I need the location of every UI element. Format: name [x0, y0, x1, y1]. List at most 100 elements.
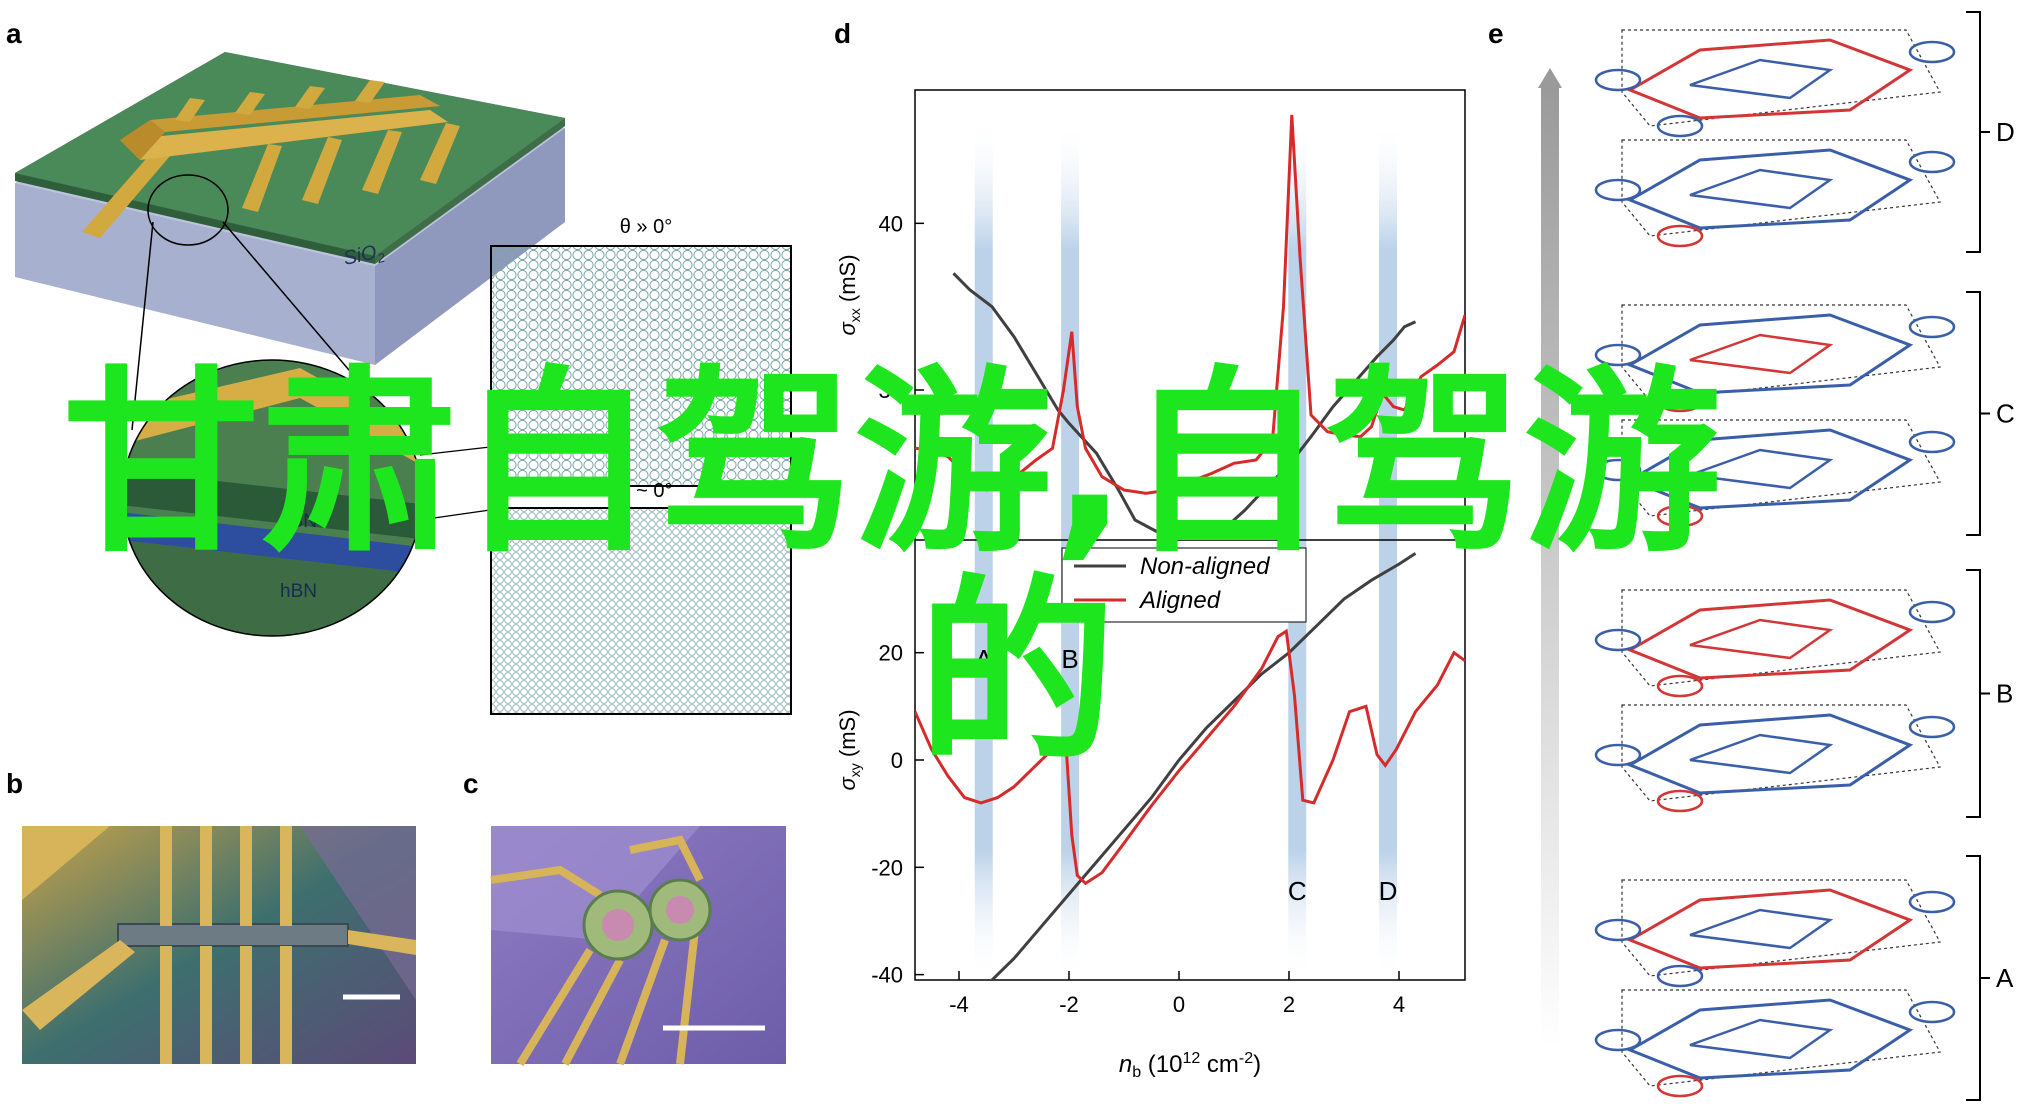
bracket-c [1966, 291, 1990, 536]
contour-inner [1689, 1018, 1834, 1060]
sheet-outline [1621, 589, 1941, 687]
band-label-d: D [1379, 876, 1398, 906]
contour-main [1626, 713, 1914, 795]
band-label-a: A [975, 644, 993, 674]
contour-pocket [1594, 1028, 1642, 1052]
y-tick-label-top: 30 [879, 378, 903, 403]
contour-inner [1689, 448, 1834, 490]
contour-inner [1689, 58, 1834, 100]
series-bottom-aligned [915, 628, 1465, 886]
y-tick-label-bottom: 20 [879, 641, 903, 666]
layer-label-bottom: hBN [280, 581, 317, 602]
contour-pocket [1908, 600, 1956, 624]
contour-main [1626, 998, 1914, 1080]
contour-pocket [1594, 68, 1642, 92]
contour-inner [1689, 333, 1834, 375]
contour-sheet [1594, 589, 1956, 698]
legend-label-non-aligned: Non-aligned [1140, 553, 1270, 580]
contour-pocket [1656, 1074, 1704, 1098]
x-tick-label: 0 [1173, 992, 1185, 1017]
plot-frame [914, 89, 1466, 981]
panel-b: b [6, 768, 416, 1064]
contour-pocket [1656, 504, 1704, 528]
contour-pocket [1594, 178, 1642, 202]
chart-legend: Non-aligned Aligned [1061, 547, 1307, 623]
contour-sheet [1594, 879, 1956, 988]
contour-sheet [1594, 704, 1956, 813]
y-tick-label-top: 40 [879, 211, 903, 236]
series-top-non-aligned [952, 272, 1417, 540]
contour-pocket [1908, 150, 1956, 174]
bracket-label-c: C [1996, 399, 2015, 429]
panel-label-c: c [463, 768, 479, 799]
contour-sheet [1594, 139, 1956, 248]
panel-label-b: b [6, 768, 23, 799]
legend-box [1061, 547, 1307, 623]
device-schematic: SiO2 [15, 52, 565, 365]
contour-pocket [1656, 674, 1704, 698]
sheet-outline [1621, 704, 1941, 802]
contour-pocket [1656, 224, 1704, 248]
inset-connector-top [419, 446, 491, 456]
zoom-circle [147, 174, 229, 246]
contour-pocket [1908, 430, 1956, 454]
bracket-label-b: B [1996, 679, 2013, 709]
zoom-inset: hBN hBN [121, 359, 423, 637]
overlay-caption-line1: 甘肃自驾游,自驾游 [62, 348, 1722, 579]
y-axis-label-top: σxx (mS) [835, 254, 863, 335]
contour-inner [1689, 908, 1834, 950]
contour-pocket [1594, 458, 1642, 482]
contour-sheet [1594, 989, 1956, 1098]
bracket-a [1966, 855, 1990, 1101]
inset-title-bottom: θ ~ 0° [619, 480, 672, 502]
x-axis-label: nb (1012 cm-2) [1119, 1050, 1261, 1081]
series-bottom-non-aligned [989, 552, 1417, 980]
contour-pocket [1656, 789, 1704, 813]
contour-pocket [1656, 114, 1704, 138]
fermi-contour-panels [1594, 29, 1956, 1098]
x-tick-label: -2 [1059, 992, 1079, 1017]
contour-pocket [1908, 40, 1956, 64]
bracket-label-a: A [1996, 963, 2014, 993]
contour-main [1626, 148, 1914, 230]
sheet-outline [1621, 29, 1941, 127]
contour-inner [1689, 733, 1834, 775]
contour-pocket [1908, 315, 1956, 339]
contour-main [1626, 598, 1914, 680]
contour-pocket [1908, 890, 1956, 914]
device-micrograph-c [490, 826, 786, 1067]
band-label-b: B [1061, 644, 1078, 674]
sheet-outline [1621, 419, 1941, 517]
contour-pocket [1908, 1000, 1956, 1024]
sheet-outline [1621, 304, 1941, 402]
contour-pocket [1908, 715, 1956, 739]
band-a [974, 120, 993, 980]
moire-inset-top: θ » 0° [490, 216, 792, 487]
contour-main [1626, 313, 1914, 395]
y-tick-label-bottom: -40 [871, 963, 903, 988]
contour-pocket [1594, 343, 1642, 367]
x-tick-label: 4 [1393, 992, 1405, 1017]
series-top-aligned [915, 114, 1465, 495]
contour-sheet [1594, 29, 1956, 138]
contour-main [1626, 428, 1914, 510]
panel-label-d: d [834, 18, 851, 49]
inset-title-top: θ » 0° [620, 216, 672, 238]
overlay-caption-line2: 的 [918, 557, 1116, 788]
device-micrograph-b [22, 826, 416, 1064]
sheet-outline [1621, 879, 1941, 977]
panel-label-a: a [6, 18, 22, 49]
bracket-label-d: D [1996, 117, 2015, 147]
contour-main [1626, 38, 1914, 120]
inset-connector-bottom [419, 509, 491, 521]
contour-inner [1689, 618, 1834, 660]
bracket-d [1966, 11, 1990, 253]
sheet-outline [1621, 989, 1941, 1087]
contour-pocket [1594, 743, 1642, 767]
moire-inset-bottom: θ ~ 0° [490, 480, 792, 715]
gradient-arrow [1538, 68, 1562, 1046]
contour-main [1626, 888, 1914, 970]
